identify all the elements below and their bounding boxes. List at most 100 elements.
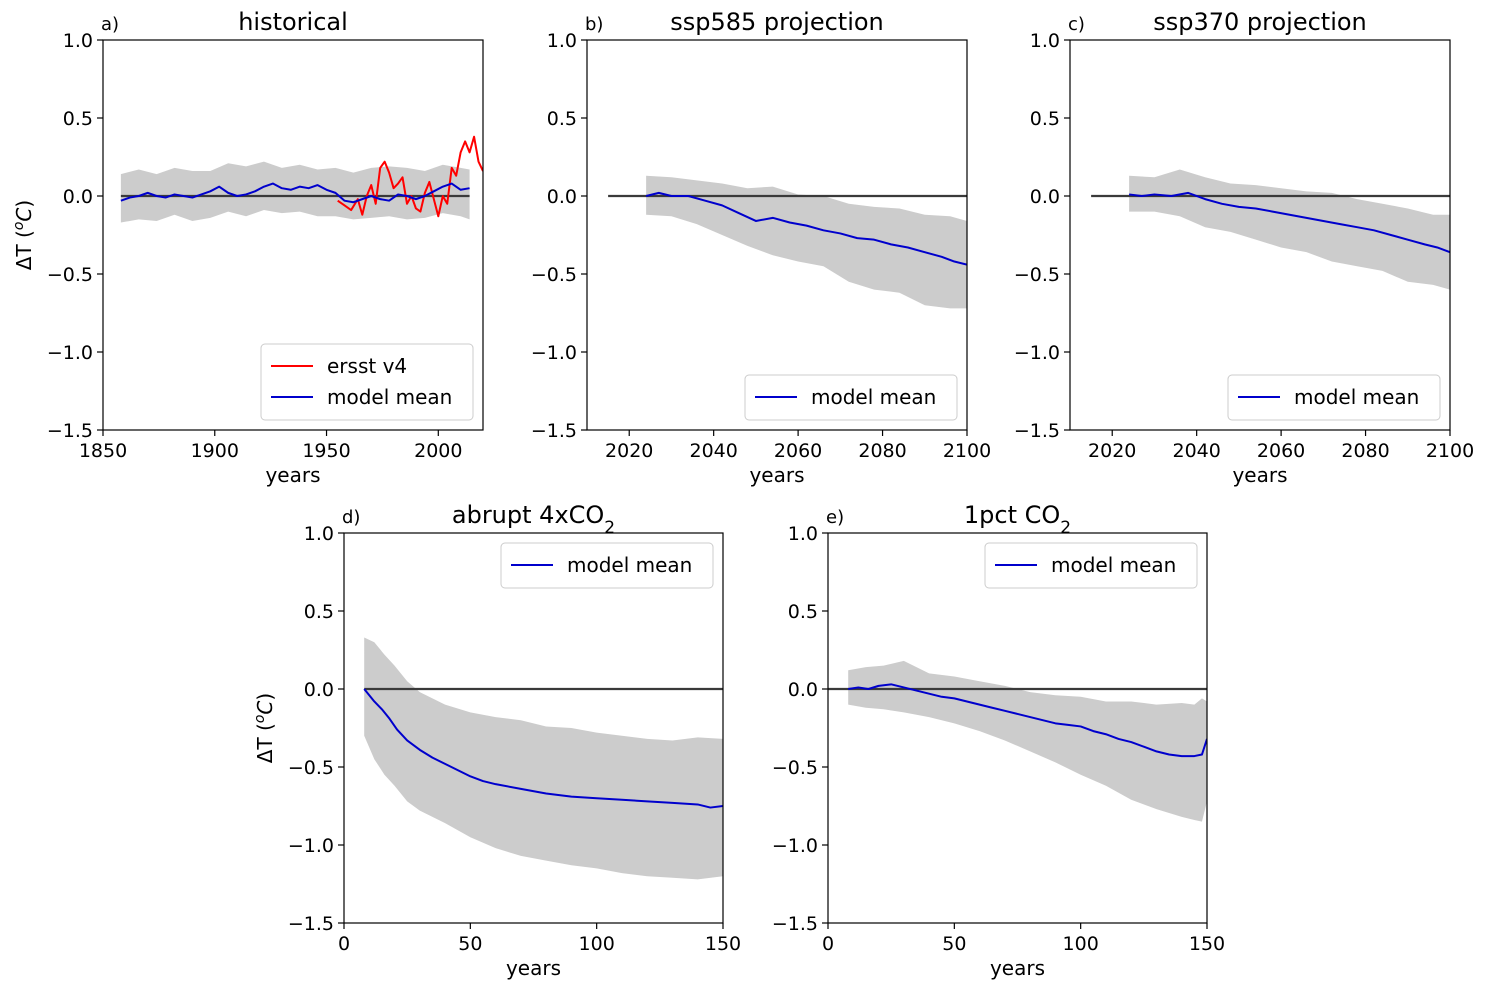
x-tick-label: 2060 (774, 440, 822, 462)
legend-box (1227, 374, 1441, 421)
y-tick-label: 0.0 (304, 679, 334, 701)
x-tick-label: 2020 (605, 440, 653, 462)
y-tick-label: 1.0 (547, 30, 577, 52)
x-tick-label: 0 (338, 933, 350, 955)
chart-panel-4: −1.5 −1.0 −0.5 0.0 0.5 1.0 0 50 100 150 years ΔT (o… (252, 501, 741, 980)
legend: model mean (1227, 374, 1441, 421)
axes-frame (343, 532, 724, 924)
axes-frame (1069, 39, 1451, 431)
x-tick-label: 100 (1063, 933, 1099, 955)
plot-area (1091, 169, 1450, 290)
series-line-model-mean (1128, 191, 1450, 254)
legend-label: ersst v4 (327, 354, 407, 378)
panel-letter: e) (826, 507, 844, 528)
y-axis-label: ΔT (oC) (252, 693, 277, 763)
legend: ersst v4 model mean (260, 343, 474, 421)
y-tick-label: 0.5 (63, 108, 93, 130)
y-tick-label: −1.5 (531, 420, 577, 442)
spread-band (364, 637, 723, 880)
y-tick-label: 1.0 (63, 30, 93, 52)
y-axis-label: ΔT (oC) (11, 200, 36, 270)
chart-title: abrupt 4xCO2 (452, 501, 615, 538)
x-axis-label: years (265, 463, 320, 487)
x-tick-label: 50 (458, 933, 482, 955)
y-tick-label: 0.0 (1030, 186, 1060, 208)
y-tick-label: 0.5 (304, 601, 334, 623)
y-tick-label: −0.5 (288, 757, 334, 779)
x-axis-label: years (506, 956, 561, 980)
y-tick-label: −0.5 (531, 264, 577, 286)
y-tick-label: −1.0 (772, 835, 818, 857)
plot-area (363, 637, 723, 880)
axes-frame (102, 39, 484, 431)
x-tick-label: 2020 (1088, 440, 1136, 462)
legend-label: model mean (327, 385, 452, 409)
series-line-model-mean (848, 683, 1207, 758)
y-tick-label: −1.0 (288, 835, 334, 857)
chart-panel-3: −1.5 −1.0 −0.5 0.0 0.5 1.0 2020 2040 2060 2080 210… (1014, 8, 1474, 487)
y-tick-label: 1.0 (788, 523, 818, 545)
x-tick-label: 100 (579, 933, 615, 955)
chart-title: 1pct CO2 (964, 501, 1071, 538)
x-tick-label: 2060 (1257, 440, 1305, 462)
y-tick-label: −1.5 (1014, 420, 1060, 442)
legend-box (744, 374, 958, 421)
legend: model mean (500, 542, 714, 589)
panel-letter: a) (101, 14, 119, 35)
plot-area (828, 660, 1207, 822)
x-axis-label: years (749, 463, 804, 487)
panel-letter: d) (342, 507, 360, 528)
y-tick-label: −1.0 (47, 342, 93, 364)
series-line-model-mean (363, 688, 723, 809)
axes-frame (586, 39, 968, 431)
series-line-model-mean (645, 191, 967, 266)
y-tick-label: −0.5 (772, 757, 818, 779)
y-tick-label: 0.0 (63, 186, 93, 208)
legend-box (260, 343, 474, 421)
x-tick-label: 1850 (79, 440, 127, 462)
axes-frame (827, 532, 1208, 924)
spread-band (1129, 169, 1450, 290)
y-tick-label: −1.0 (531, 342, 577, 364)
chart-panel-5: −1.5 −1.0 −0.5 0.0 0.5 1.0 0 50 100 150 years 1pct … (772, 501, 1225, 980)
panel-letter: b) (585, 14, 603, 35)
x-tick-label: 1900 (191, 440, 239, 462)
y-tick-label: −1.5 (288, 913, 334, 935)
y-tick-label: −1.5 (772, 913, 818, 935)
legend-box (500, 542, 714, 589)
x-tick-label: 2100 (943, 440, 991, 462)
x-tick-label: 2040 (689, 440, 737, 462)
legend: model mean (984, 542, 1198, 589)
legend-label: model mean (1051, 553, 1176, 577)
x-axis-label: years (990, 956, 1045, 980)
x-axis-label: years (1232, 463, 1287, 487)
chart-title: ssp370 projection (1153, 8, 1367, 36)
y-tick-label: 0.5 (547, 108, 577, 130)
x-tick-label: 2100 (1426, 440, 1474, 462)
x-tick-label: 0 (822, 933, 834, 955)
spread-band (848, 660, 1207, 822)
y-tick-label: 0.5 (788, 601, 818, 623)
x-tick-label: 1950 (302, 440, 350, 462)
plot-area (608, 175, 967, 309)
chart-panel-1: −1.5 −1.0 −0.5 0.0 0.5 1.0 1850 1900 1950 2000 yea… (11, 8, 484, 487)
y-tick-label: 1.0 (304, 523, 334, 545)
x-tick-label: 2040 (1172, 440, 1220, 462)
plot-area (120, 135, 483, 223)
series-line-ersst-v4 (337, 135, 483, 218)
y-tick-label: −0.5 (1014, 264, 1060, 286)
chart-panel-2: −1.5 −1.0 −0.5 0.0 0.5 1.0 2020 2040 2060 2080 210… (531, 8, 991, 487)
y-tick-label: −1.0 (1014, 342, 1060, 364)
legend-label: model mean (567, 553, 692, 577)
panel-letter: c) (1068, 14, 1085, 35)
y-tick-label: 0.0 (547, 186, 577, 208)
spread-band (646, 175, 967, 309)
series-line-model-mean (120, 182, 470, 204)
x-tick-label: 150 (1189, 933, 1225, 955)
x-tick-label: 50 (942, 933, 966, 955)
legend: model mean (744, 374, 958, 421)
x-tick-label: 2080 (1341, 440, 1389, 462)
chart-title: historical (238, 8, 348, 36)
legend-label: model mean (811, 385, 936, 409)
